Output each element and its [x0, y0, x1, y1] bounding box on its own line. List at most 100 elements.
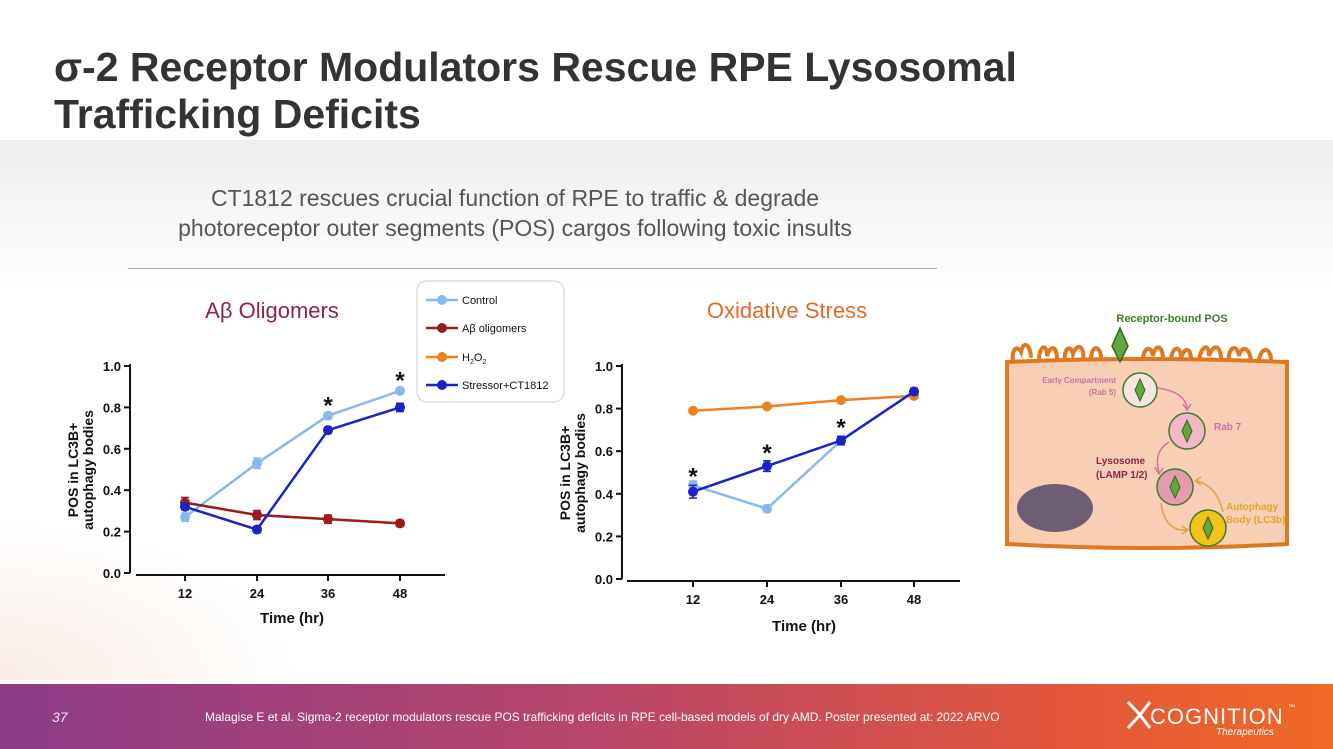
data-point-control	[395, 385, 405, 396]
y-axis-label: POS in LC3B+ autophagy bodies	[65, 410, 96, 530]
x-axis-label: Time (hr)	[260, 610, 324, 627]
data-point-ct1812	[762, 461, 772, 472]
legend-marker-ct1812	[437, 380, 447, 390]
y-tick-label: 0.2	[595, 529, 613, 544]
rab7-vesicle	[1168, 412, 1206, 450]
significance-asterisk: *	[762, 440, 772, 467]
subtitle-divider	[128, 268, 937, 269]
footer-bar	[0, 684, 1333, 749]
logo-text: COGNITION	[1150, 704, 1284, 729]
chart-abeta-oligomers: Aβ Oligomers 0.0 0.2 0.4 0.6 0.8 1.0 12 24 36 48 *…	[65, 298, 445, 627]
data-point-ct1812	[180, 501, 190, 512]
microvilli	[1010, 343, 1273, 364]
x-tick-label: 24	[250, 586, 265, 601]
significance-asterisk: *	[323, 392, 333, 419]
x-tick-label: 12	[178, 586, 192, 601]
early-compartment-label: Early Compartment (Rab 5)	[1042, 376, 1116, 397]
significance-asterisk: *	[688, 464, 698, 491]
y-tick-label: 0.0	[595, 572, 613, 587]
y-tick-label: 0.4	[595, 487, 614, 502]
pos-receptor-diamond	[1111, 326, 1129, 364]
data-point-ct1812	[252, 524, 262, 535]
legend-label-abeta: Aβ oligomers	[462, 323, 527, 335]
y-tick-label: 1.0	[595, 359, 613, 374]
significance-asterisk: *	[836, 415, 846, 442]
y-tick-label: 0.8	[103, 400, 121, 415]
legend-item-h2o2: H2O2	[426, 352, 486, 366]
data-point-ct1812	[395, 402, 405, 413]
decorative-dot-pattern	[0, 520, 300, 680]
cognition-logo-mark	[1126, 700, 1152, 730]
chart-oxidative-stress: Oxidative Stress 0.0 0.2 0.4 0.6 0.8 1.0 12 24 3…	[557, 298, 960, 635]
chart-title: Aβ Oligomers	[205, 298, 339, 323]
data-point-ct1812	[909, 386, 919, 397]
y-axis-label-line-2: autophagy bodies	[80, 410, 96, 530]
y-tick-label: 0.2	[103, 525, 121, 540]
slide-title: σ-2 Receptor Modulators Rescue RPE Lysos…	[54, 44, 1204, 138]
series-line-ct1812	[692, 390, 915, 493]
y-tick-label: 0.6	[595, 444, 613, 459]
lysosome	[1156, 468, 1194, 506]
y-tick-label: 0.4	[103, 483, 122, 498]
rab7-label: Rab 7	[1214, 422, 1242, 433]
y-tick-label: 0.6	[103, 442, 121, 457]
legend-label-control: Control	[462, 295, 497, 307]
data-point-h2o2	[762, 401, 772, 412]
x-tick-label: 24	[760, 592, 775, 607]
y-axis-label-line-1: POS in LC3B+	[65, 423, 81, 518]
citation: Malagise E et al. Sigma-2 receptor modul…	[205, 710, 1000, 724]
nucleus	[1017, 484, 1093, 532]
legend-marker-abeta	[437, 323, 447, 333]
legend-marker-h2o2	[437, 352, 447, 362]
data-point-control	[180, 512, 190, 523]
legend-label-h2o2: H2O2	[462, 352, 486, 366]
x-tick-label: 12	[686, 592, 700, 607]
receptor-bound-pos-label: Receptor-bound POS	[1116, 313, 1227, 325]
subtitle-line-2: photoreceptor outer segments (POS) cargo…	[178, 215, 852, 241]
x-tick-label: 48	[393, 586, 407, 601]
significance-asterisk: *	[395, 367, 405, 394]
legend-label-ct1812: Stressor+CT1812	[462, 380, 549, 392]
data-point-control	[762, 503, 772, 514]
title-line-1: σ-2 Receptor Modulators Rescue RPE Lysos…	[54, 44, 1017, 90]
x-tick-label: 48	[907, 592, 921, 607]
trafficking-arrows	[1154, 387, 1224, 535]
series-line-abeta	[184, 501, 401, 525]
data-point-ct1812	[323, 425, 333, 436]
data-point-ct1812	[836, 435, 846, 446]
legend-item-ct1812: Stressor+CT1812	[426, 380, 549, 392]
data-point-control	[252, 458, 262, 469]
data-point-h2o2	[836, 395, 846, 406]
chart-title: Oxidative Stress	[707, 298, 867, 323]
chart-legend: Control Aβ oligomers H2O2 Stressor+CT181…	[416, 280, 565, 403]
legend-item-control: Control	[426, 295, 497, 307]
legend-box	[416, 280, 565, 403]
y-axis-label-line-2: autophagy bodies	[572, 413, 588, 533]
autophagy-body	[1189, 509, 1227, 547]
data-point-h2o2	[688, 405, 698, 416]
data-point-control	[323, 410, 333, 421]
lysosome-label: Lysosome (LAMP 1/2)	[1096, 456, 1148, 481]
rpe-cell-diagram: Receptor-bound POS Early Compartment (Rab…	[1005, 313, 1289, 550]
x-axis-label: Time (hr)	[772, 618, 836, 635]
early-compartment	[1122, 372, 1158, 408]
title-line-2: Trafficking Deficits	[54, 91, 421, 137]
plot-area: 0.0 0.2 0.4 0.6 0.8 1.0 12 24 36 48 * * *	[595, 359, 960, 607]
plot-area: 0.0 0.2 0.4 0.6 0.8 1.0 12 24 36 48 * *	[103, 359, 445, 601]
background-band	[0, 140, 1333, 290]
legend-item-abeta: Aβ oligomers	[426, 323, 527, 335]
data-point-abeta	[252, 510, 262, 521]
series-line-ct1812	[184, 406, 401, 531]
logo-trademark: ™	[1288, 704, 1295, 711]
data-point-abeta	[323, 514, 333, 525]
logo-subtitle: Therapeutics	[1216, 727, 1274, 738]
y-tick-label: 0.8	[595, 402, 613, 417]
x-tick-label: 36	[321, 586, 335, 601]
autophagy-body-label: Autophagy Body (LC3b)	[1226, 502, 1285, 526]
y-tick-label: 1.0	[103, 359, 121, 374]
slide-subtitle: CT1812 rescues crucial function of RPE t…	[130, 183, 900, 243]
x-tick-label: 36	[834, 592, 848, 607]
series-line-h2o2	[692, 394, 915, 412]
y-axis-label: POS in LC3B+ autophagy bodies	[557, 413, 588, 533]
y-tick-label: 0.0	[103, 566, 121, 581]
